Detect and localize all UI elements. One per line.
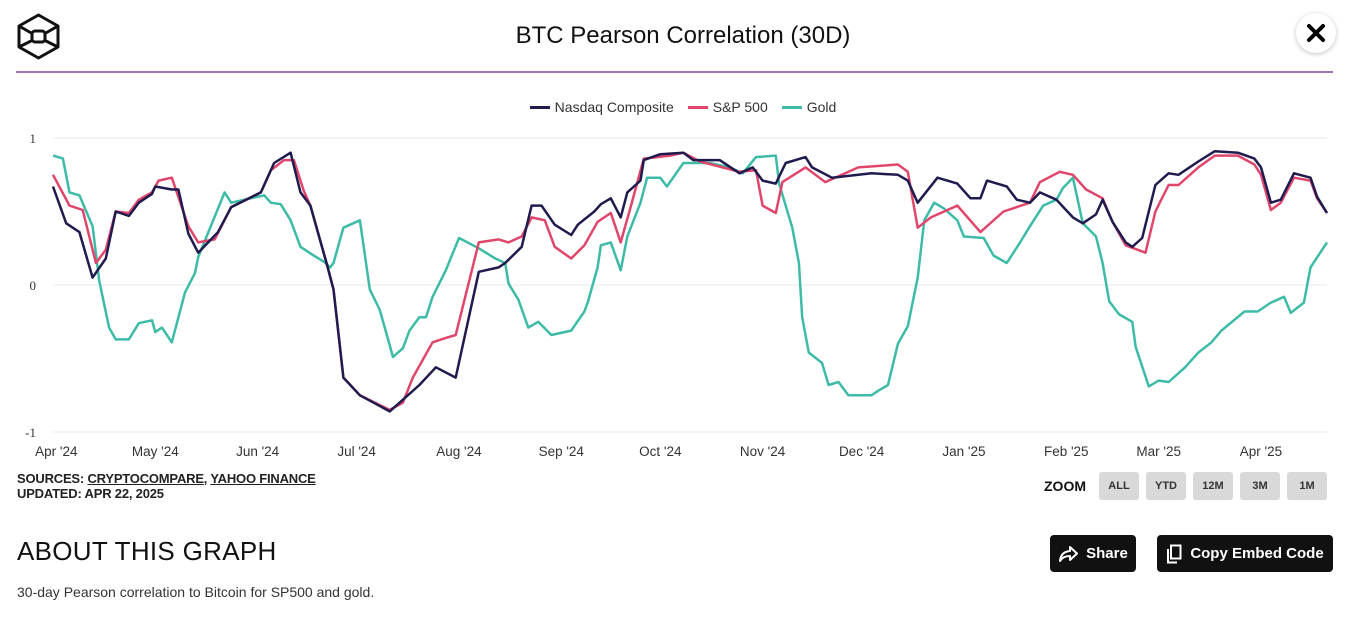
legend-label: Gold [806, 99, 837, 115]
copy-icon [1167, 544, 1182, 563]
zoom-3m-button[interactable]: 3M [1240, 472, 1280, 500]
about-description: 30-day Pearson correlation to Bitcoin fo… [17, 584, 375, 600]
x-tick-label: Jun '24 [236, 444, 280, 459]
zoom-controls: ZOOM ALL YTD 12M 3M 1M [1044, 472, 1327, 500]
about-heading: ABOUT THIS GRAPH [17, 536, 277, 566]
copy-embed-code-button[interactable]: Copy Embed Code [1157, 535, 1333, 572]
zoom-1m-button[interactable]: 1M [1287, 472, 1327, 500]
x-tick-label: Aug '24 [436, 444, 482, 459]
y-tick-label: 1 [30, 131, 37, 146]
x-tick-label: Apr '25 [1240, 444, 1282, 459]
page-title: BTC Pearson Correlation (30D) [515, 22, 851, 49]
x-tick-label: Sep '24 [539, 444, 585, 459]
close-button[interactable] [1296, 13, 1336, 53]
series-line-gold [52, 154, 1329, 397]
legend-item-nasdaq[interactable]: Nasdaq Composite [529, 99, 674, 115]
updated-date: UPDATED: APR 22, 2025 [17, 486, 164, 501]
zoom-ytd-button[interactable]: YTD [1146, 472, 1186, 500]
share-arrow-icon [1059, 545, 1079, 562]
zoom-all-button[interactable]: ALL [1099, 472, 1139, 500]
share-label: Share [1086, 545, 1128, 562]
y-tick-label: -1 [25, 425, 36, 440]
series-line-nasdaq-composite [51, 149, 1329, 413]
legend-label: Nasdaq Composite [554, 99, 674, 115]
legend-item-gold[interactable]: Gold [781, 99, 837, 115]
zoom-label: ZOOM [1044, 478, 1086, 494]
x-tick-label: Jul '24 [337, 444, 376, 459]
x-tick-label: Mar '25 [1136, 444, 1181, 459]
source-link-yahoo-finance[interactable]: YAHOO FINANCE [210, 471, 316, 486]
cube-logo-icon [17, 13, 60, 60]
legend-item-sp500[interactable]: S&P 500 [687, 99, 768, 115]
x-tick-label: May '24 [132, 444, 179, 459]
source-link-cryptocompare[interactable]: CRYPTOCOMPARE [87, 471, 204, 486]
x-tick-label: Feb '25 [1044, 444, 1089, 459]
series-line-s-p-500 [51, 151, 1329, 412]
chart-legend: Nasdaq Composite S&P 500 Gold [0, 99, 1366, 115]
sources-block: SOURCES: CRYPTOCOMPARE, YAHOO FINANCE UP… [17, 471, 316, 501]
header-divider [16, 71, 1333, 73]
x-tick-label: Dec '24 [839, 444, 885, 459]
correlation-chart: 1 0 -1 Apr '24 May '24 Jun '24 Jul '24 Aug '24 S… [25, 131, 1329, 459]
x-tick-label: Oct '24 [639, 444, 682, 459]
copy-embed-label: Copy Embed Code [1190, 545, 1324, 562]
y-tick-label: 0 [30, 278, 37, 293]
close-x-icon [1307, 24, 1325, 42]
sources-prefix: SOURCES: [17, 471, 85, 486]
legend-swatch [529, 105, 550, 109]
legend-label: S&P 500 [712, 99, 768, 115]
legend-swatch [781, 105, 802, 109]
share-button[interactable]: Share [1050, 535, 1136, 572]
zoom-12m-button[interactable]: 12M [1193, 472, 1233, 500]
legend-swatch [687, 105, 708, 109]
x-tick-label: Nov '24 [740, 444, 786, 459]
x-tick-label: Jan '25 [942, 444, 985, 459]
x-tick-label: Apr '24 [35, 444, 78, 459]
